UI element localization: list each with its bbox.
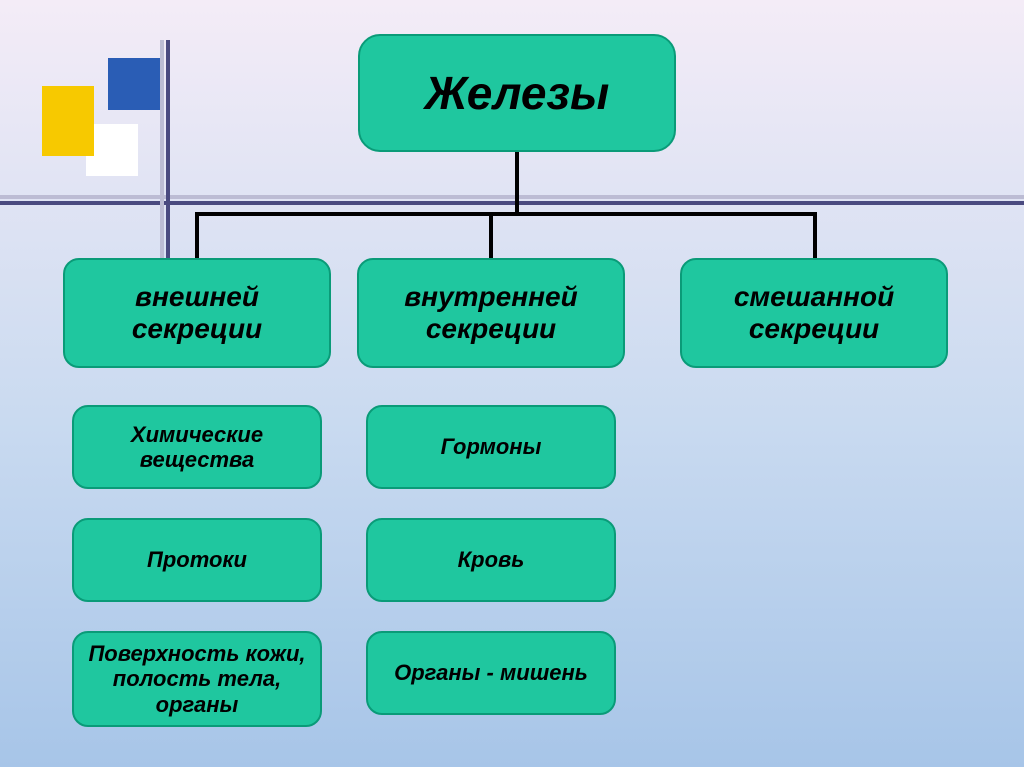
decor-vline-light (160, 40, 164, 260)
leaf-label: Химические вещества (84, 422, 310, 473)
connector (195, 212, 199, 258)
leaf-node: Органы - мишень (366, 631, 616, 715)
connector (813, 212, 817, 258)
connector (515, 152, 519, 212)
root-label: Железы (425, 67, 610, 120)
decor-blue-square (108, 58, 160, 110)
leaf-label: Протоки (147, 547, 247, 572)
leaf-label: Кровь (458, 547, 525, 572)
leaf-label: Органы - мишень (394, 660, 588, 685)
branch-node: внешней секреции (63, 258, 331, 368)
leaf-label: Гормоны (441, 434, 542, 459)
branch-label: внутренней секреции (369, 281, 613, 345)
branch-label: внешней секреции (75, 281, 319, 345)
branch-node: смешанной секреции (680, 258, 948, 368)
decor-hline-light (0, 195, 1024, 199)
decor-hline-dark (0, 201, 1024, 205)
branch-node: внутренней секреции (357, 258, 625, 368)
branch-label: смешанной секреции (692, 281, 936, 345)
decor-vline-dark (166, 40, 170, 260)
decor-yellow-square (42, 86, 94, 156)
connector (195, 212, 817, 216)
leaf-node: Кровь (366, 518, 616, 602)
leaf-node: Поверхность кожи, полость тела, органы (72, 631, 322, 727)
leaf-node: Гормоны (366, 405, 616, 489)
root-node: Железы (358, 34, 676, 152)
connector (489, 212, 493, 258)
leaf-node: Химические вещества (72, 405, 322, 489)
leaf-node: Протоки (72, 518, 322, 602)
leaf-label: Поверхность кожи, полость тела, органы (84, 641, 310, 717)
